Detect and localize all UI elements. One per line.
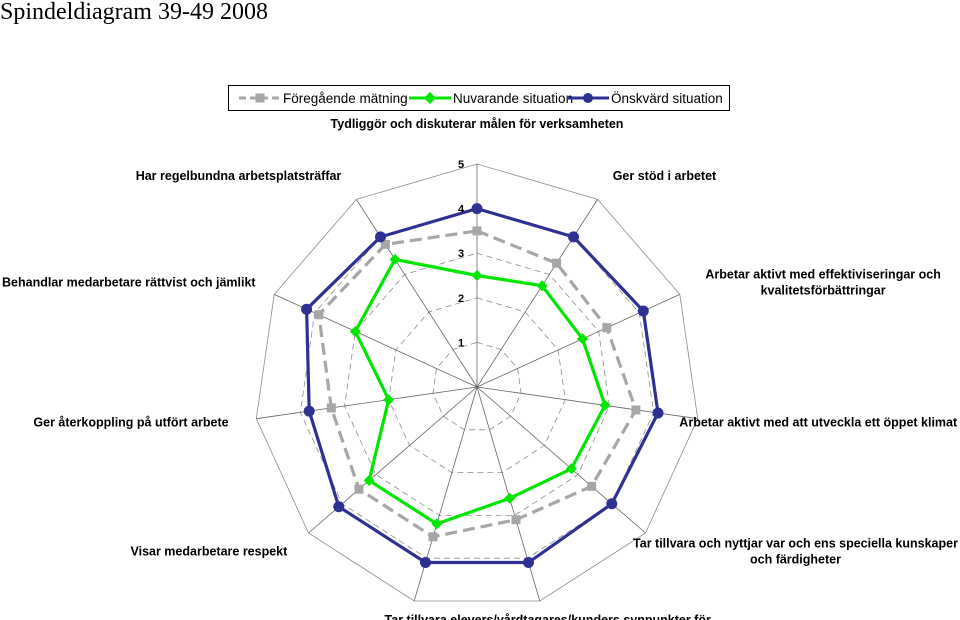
radial-tick-label: 2 [458,293,464,305]
grid-ring-2 [388,297,566,474]
axis-label: Arbetar aktivt med effektiviseringar och… [705,268,941,298]
legend-item-desired: Önskvärd situation [565,86,723,110]
axis-spoke [356,199,478,388]
data-point [637,305,649,317]
data-point [472,226,482,236]
grid-ring-1 [432,341,522,431]
radial-tick-label: 3 [458,248,464,260]
legend-label-previous: Föregående mätning [283,90,408,106]
axis-spoke [476,199,598,388]
series-1 [349,253,611,530]
data-point [552,258,562,268]
data-point [326,403,336,413]
data-point [565,463,577,475]
data-point [383,394,395,406]
grid-ring-3 [344,252,610,516]
series-line [317,229,638,539]
legend-label-desired: Önskvärd situation [611,90,723,106]
axis-spoke [476,386,541,602]
series-line [305,207,660,565]
data-point [363,475,375,486]
data-point [301,303,313,315]
axis-label: Har regelbundna arbetsplatsträffar [136,169,342,183]
data-point [504,492,516,504]
data-point [599,399,611,411]
radial-tick-label: 4 [458,204,465,216]
data-point [389,253,401,265]
legend-item-previous: Föregående mätning [237,86,408,110]
data-point [314,310,324,320]
data-point [652,407,664,419]
grid-ring-5 [255,163,699,602]
axis-spoke [476,386,698,420]
data-point [349,325,361,337]
data-point [631,405,641,415]
legend-item-current: Nuvarande situation [407,86,573,110]
page-title: Spindeldiagram 39-49 2008 [0,0,268,25]
data-point [606,498,618,510]
data-point [602,323,612,333]
axis-spoke [476,386,646,534]
axis-label: Behandlar medarbetare rättvist och jämli… [2,276,256,290]
series-0 [314,226,641,542]
axis-label: Arbetar aktivt med att utveckla ett öppe… [679,416,958,430]
axis-label: Visar medarbetare respekt [130,544,288,558]
radial-tick-label: 5 [458,159,464,171]
axis-label: Tydliggör och diskuterar målen för verks… [331,117,624,131]
axis-label: Ger stöd i arbetet [613,169,717,183]
data-point [380,239,390,249]
legend-swatch-desired [567,93,609,103]
data-point [568,231,579,243]
axis-label: Tar tillvara och nyttjar var och ens spe… [633,536,958,566]
legend-label-current: Nuvarande situation [453,90,574,106]
chart-legend: Föregående mätning Nuvarande situation Ö… [228,85,730,111]
axis-label: Tar tillvara elevers/vårdtagares/kunders… [385,613,711,620]
series-line [353,257,607,526]
data-point [303,405,315,417]
axis-label: Ger återkoppling på utfört arbete [33,416,228,430]
data-point [428,532,438,542]
data-point [354,484,364,494]
data-point [523,557,534,568]
data-point [536,280,548,292]
data-point [471,203,483,215]
radial-tick-label: 1 [458,337,464,349]
data-point [511,515,521,525]
data-point [420,557,431,568]
data-point [471,270,483,281]
legend-swatch-previous [239,93,281,103]
axis-spoke [256,386,478,420]
data-point [587,481,597,491]
grid-ring-4 [299,208,655,559]
series-2 [301,203,664,568]
data-point [375,231,386,243]
data-point [577,333,588,345]
data-point [431,518,443,530]
legend-swatch-current [409,92,451,104]
data-point [333,501,345,513]
axis-spoke [413,386,478,602]
